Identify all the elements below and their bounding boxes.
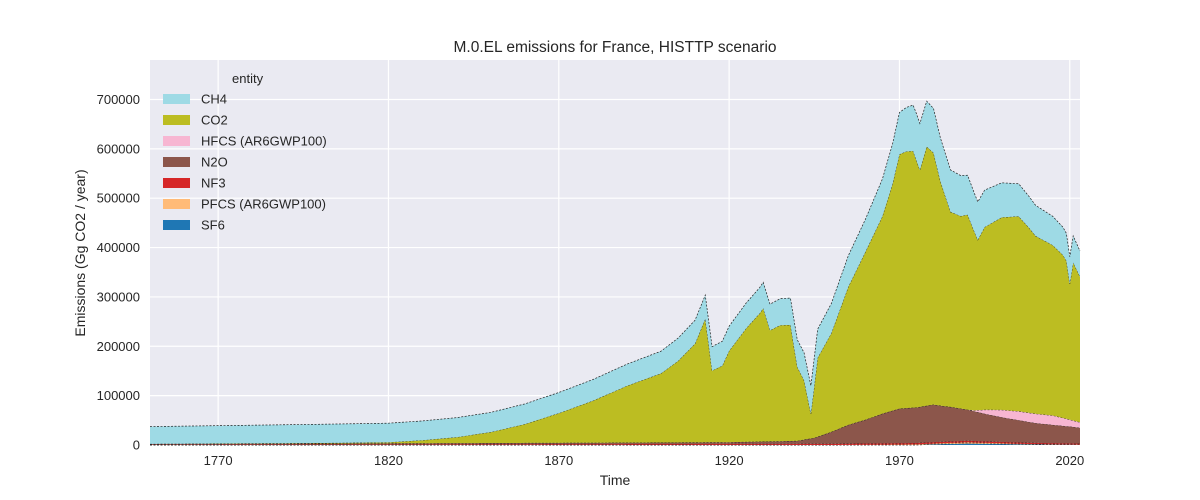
legend: entity CH4 CO2 HFCS (AR6GWP100) N2O NF3 PFCS … <box>163 71 327 233</box>
legend-label-ch4: CH4 <box>201 92 227 107</box>
area-edge-ch4 <box>149 100 1081 427</box>
stacked-areas <box>149 100 1081 446</box>
legend-title: entity <box>232 71 264 86</box>
x-tick-label-0: 1770 <box>204 453 233 468</box>
y-axis-ticks: 0 100000 200000 300000 400000 500000 600000 700… <box>97 92 140 453</box>
legend-swatch-hfcs-ar6gwp100 <box>163 136 190 146</box>
y-tick-label-7: 700000 <box>97 92 140 107</box>
legend-swatch-ch4 <box>163 94 190 104</box>
legend-label-pfcs-ar6gwp100: PFCS (AR6GWP100) <box>201 197 326 212</box>
area-edge-co2 <box>149 145 1081 445</box>
legend-swatch-nf3 <box>163 178 190 188</box>
legend-label-co2: CO2 <box>201 113 228 128</box>
chart-title: M.0.EL emissions for France, HISTTP scen… <box>453 39 776 56</box>
y-tick-label-2: 200000 <box>97 339 140 354</box>
x-axis-title: Time <box>600 472 631 488</box>
y-tick-label-1: 100000 <box>97 388 140 403</box>
area-sf6 <box>150 443 1080 445</box>
area-n2o <box>150 404 1080 445</box>
y-axis-title: Emissions (Gg CO2 / year) <box>72 169 88 336</box>
y-tick-label-4: 400000 <box>97 240 140 255</box>
legend-swatch-n2o <box>163 157 190 167</box>
legend-items: CH4 CO2 HFCS (AR6GWP100) N2O NF3 PFCS (AR6GWP… <box>163 92 327 233</box>
legend-swatch-pfcs-ar6gwp100 <box>163 199 190 209</box>
legend-swatch-sf6 <box>163 220 190 230</box>
x-tick-label-1: 1820 <box>374 453 403 468</box>
legend-label-n2o: N2O <box>201 155 228 170</box>
x-axis-ticks: 1770 1820 1870 1920 1970 2020 <box>204 453 1085 468</box>
area-co2 <box>150 146 1080 444</box>
x-tick-label-5: 2020 <box>1055 453 1084 468</box>
x-tick-label-4: 1970 <box>885 453 914 468</box>
y-tick-label-0: 0 <box>133 438 140 453</box>
legend-label-sf6: SF6 <box>201 218 225 233</box>
x-tick-label-2: 1870 <box>544 453 573 468</box>
legend-label-nf3: NF3 <box>201 176 226 191</box>
x-tick-label-3: 1920 <box>715 453 744 468</box>
legend-swatch-co2 <box>163 115 190 125</box>
y-tick-label-5: 500000 <box>97 191 140 206</box>
legend-label-hfcs-ar6gwp100: HFCS (AR6GWP100) <box>201 134 327 149</box>
area-ch4 <box>150 101 1080 444</box>
y-tick-label-3: 300000 <box>97 289 140 304</box>
y-tick-label-6: 600000 <box>97 141 140 156</box>
